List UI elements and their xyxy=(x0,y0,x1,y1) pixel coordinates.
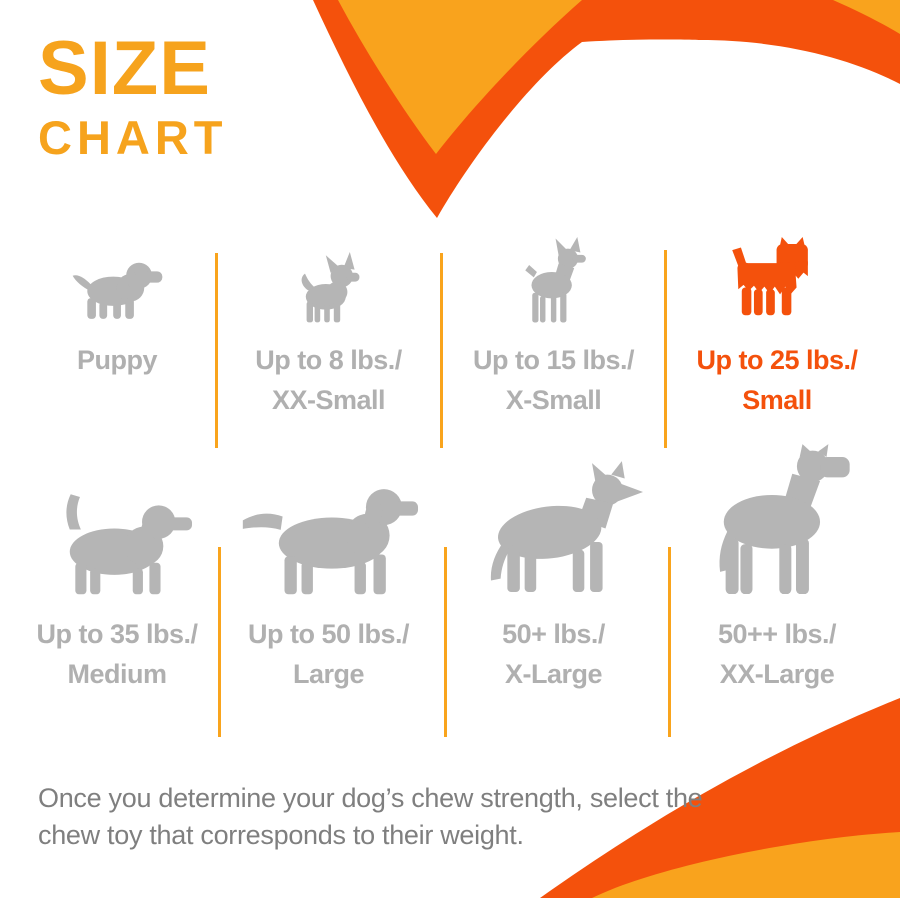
size-label-line2: X-Large xyxy=(504,659,603,689)
xlarge-dog-silhouette-icon xyxy=(490,461,643,593)
dog-box xyxy=(666,428,888,598)
size-label: Up to 25 lbs./ Small xyxy=(696,340,858,420)
dog-box xyxy=(216,428,441,598)
column-divider xyxy=(215,253,218,448)
size-label-line1: 50+ lbs./ xyxy=(502,619,605,649)
dark-swoosh-shape xyxy=(313,0,900,218)
size-label: 50+ lbs./ X-Large xyxy=(502,614,605,694)
size-label-line2: Large xyxy=(292,659,365,689)
labrador-silhouette-icon xyxy=(242,489,418,595)
dog-box xyxy=(441,226,666,324)
size-label-line1: Up to 35 lbs./ xyxy=(36,619,198,649)
footer-instruction-text: Once you determine your dog’s chew stren… xyxy=(38,783,703,850)
size-cell-small-highlighted: Up to 25 lbs./ Small xyxy=(666,226,888,420)
size-label-line2: Medium xyxy=(67,659,167,689)
column-divider xyxy=(440,253,443,448)
size-label-line2: XX-Small xyxy=(271,385,386,415)
column-divider xyxy=(668,547,671,737)
dog-box xyxy=(441,428,666,598)
size-cell-xx-small: Up to 8 lbs./ XX-Small xyxy=(216,226,441,420)
size-cell-xx-large: 50++ lbs./ XX-Large xyxy=(666,428,888,694)
dog-box xyxy=(666,226,888,324)
size-label-line2: X-Small xyxy=(505,385,602,415)
size-label-line2: XX-Large xyxy=(719,659,835,689)
great-dane-silhouette-icon xyxy=(719,444,850,595)
title-line-chart: CHART xyxy=(38,111,228,164)
light-swoosh-shape xyxy=(338,0,900,154)
column-divider xyxy=(218,547,221,737)
dog-box xyxy=(18,226,216,324)
column-divider xyxy=(444,547,447,737)
size-label-line2: Small xyxy=(742,385,812,415)
size-cell-puppy: Puppy xyxy=(18,226,216,380)
beagle-silhouette-icon xyxy=(66,494,193,595)
dog-box xyxy=(216,226,441,324)
size-label-line1: Up to 15 lbs./ xyxy=(472,345,635,375)
column-divider xyxy=(664,250,667,448)
size-label: Up to 50 lbs./ Large xyxy=(247,614,410,694)
size-label-line1: Up to 25 lbs./ xyxy=(696,345,858,375)
size-chart-title: SIZE CHART xyxy=(38,30,227,162)
puppy-silhouette-icon xyxy=(72,262,162,319)
size-label-line1: Puppy xyxy=(76,345,158,375)
size-label: 50++ lbs./ XX-Large xyxy=(717,614,837,694)
size-label: Up to 15 lbs./ X-Small xyxy=(472,340,635,420)
title-line-size: SIZE xyxy=(38,26,211,111)
size-label: Puppy xyxy=(76,340,158,380)
chihuahua-silhouette-icon xyxy=(301,252,359,323)
size-label: Up to 8 lbs./ XX-Small xyxy=(255,340,402,420)
size-cell-large: Up to 50 lbs./ Large xyxy=(216,428,441,694)
xsmall-dog-silhouette-icon xyxy=(524,237,586,323)
size-label-line1: Up to 50 lbs./ xyxy=(247,619,410,649)
bottom-right-swoosh-graphic xyxy=(540,698,900,898)
size-label-line1: Up to 8 lbs./ xyxy=(255,345,402,375)
terrier-silhouette-icon xyxy=(732,237,808,316)
size-cell-medium: Up to 35 lbs./ Medium xyxy=(18,428,216,694)
size-cell-x-small: Up to 15 lbs./ X-Small xyxy=(441,226,666,420)
dog-box xyxy=(18,428,216,598)
size-label-line1: 50++ lbs./ xyxy=(717,619,837,649)
size-label: Up to 35 lbs./ Medium xyxy=(36,614,198,694)
size-cell-x-large: 50+ lbs./ X-Large xyxy=(441,428,666,694)
